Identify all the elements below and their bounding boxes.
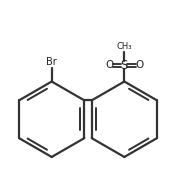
Text: Br: Br bbox=[46, 57, 57, 67]
Text: S: S bbox=[121, 59, 128, 72]
Text: CH₃: CH₃ bbox=[117, 42, 132, 51]
Text: O: O bbox=[105, 61, 114, 70]
Text: O: O bbox=[135, 61, 143, 70]
